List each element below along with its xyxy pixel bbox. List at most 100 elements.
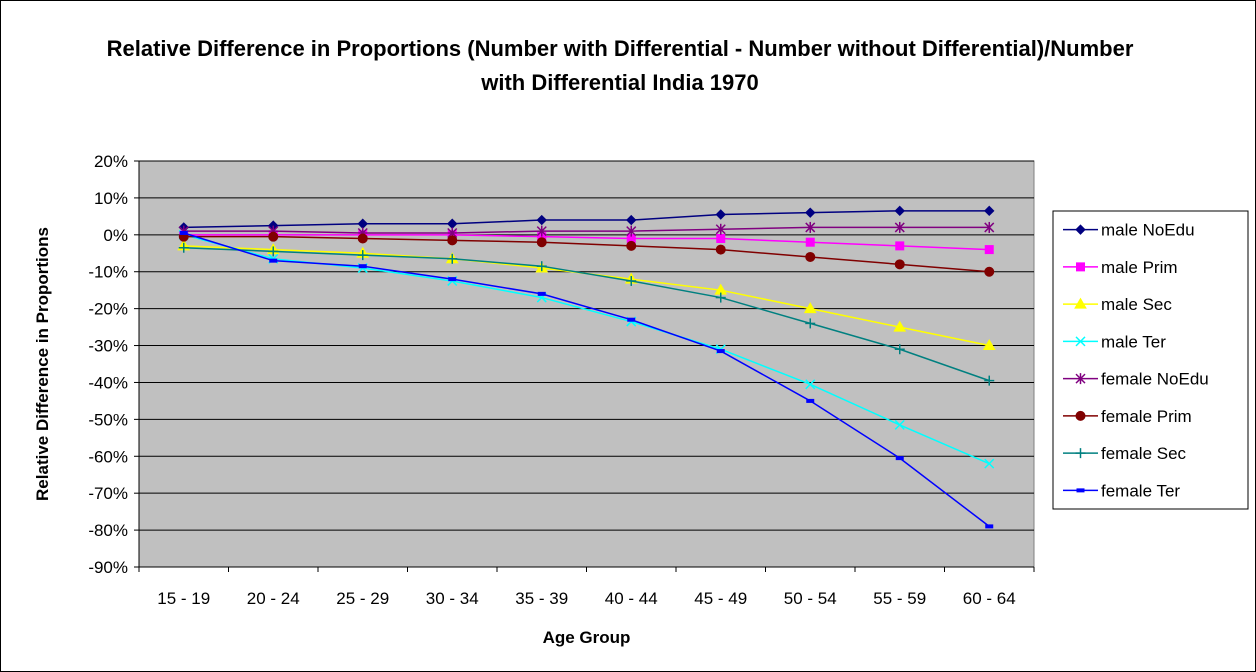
- data-point-female-ter: [985, 524, 994, 529]
- data-point-male-noedu: [984, 205, 995, 217]
- x-tick-label: 30 - 34: [426, 589, 479, 608]
- legend-marker: [1075, 224, 1086, 235]
- data-point-female-prim: [536, 237, 547, 248]
- x-tick-label: 45 - 49: [694, 589, 747, 608]
- series-line-female-ter: [183, 232, 990, 527]
- legend-label: female Prim: [1101, 407, 1192, 426]
- legend-item-female-sec: female Sec: [1063, 444, 1187, 463]
- data-point-female-prim: [984, 266, 995, 277]
- y-tick-label: -20%: [88, 300, 128, 319]
- data-point-male-sec: [893, 320, 907, 332]
- data-point-male-noedu: [715, 209, 726, 220]
- y-tick-label: -60%: [88, 447, 128, 466]
- data-point-female-sec: [447, 253, 458, 264]
- series-line-female-prim: [183, 235, 990, 273]
- data-point-male-ter: [894, 419, 905, 430]
- legend-label: female NoEdu: [1101, 370, 1209, 389]
- data-point-female-ter: [627, 317, 636, 322]
- data-point-female-sec: [894, 344, 905, 355]
- data-point-female-ter: [806, 398, 815, 403]
- plot-area: [138, 160, 1035, 568]
- legend-item-male-noedu: male NoEdu: [1063, 221, 1195, 240]
- data-point-female-sec: [984, 375, 995, 386]
- x-tick-label: 50 - 54: [784, 589, 837, 608]
- chart-title: Relative Difference in Proportions (Numb…: [106, 36, 1134, 95]
- x-axis-title: Age Group: [543, 628, 631, 647]
- legend-item-male-sec: male Sec: [1063, 295, 1172, 314]
- data-point-male-ter: [805, 379, 816, 390]
- data-point-male-noedu: [805, 207, 816, 218]
- series-line-female-sec: [183, 246, 990, 382]
- data-point-female-sec: [626, 275, 637, 286]
- data-point-female-sec: [536, 261, 547, 272]
- data-point-female-noedu: [984, 221, 995, 233]
- legend-item-female-prim: female Prim: [1063, 407, 1192, 426]
- x-tick-label: 25 - 29: [336, 589, 389, 608]
- legend-item-male-prim: male Prim: [1063, 258, 1178, 277]
- series-female-ter: [179, 230, 994, 529]
- data-point-female-sec: [357, 250, 368, 261]
- data-point-male-noedu: [626, 214, 637, 226]
- x-tick-label: 55 - 59: [873, 589, 926, 608]
- data-point-female-ter: [358, 264, 367, 269]
- series-female-prim: [178, 231, 995, 277]
- data-point-female-prim: [805, 251, 816, 262]
- legend-label: male NoEdu: [1101, 221, 1195, 240]
- series-line-male-prim: [183, 234, 990, 251]
- data-point-female-prim: [715, 244, 726, 255]
- series-line-male-noedu: [183, 210, 990, 229]
- data-point-male-prim: [984, 245, 994, 255]
- data-point-female-prim: [894, 259, 905, 270]
- data-point-male-noedu: [894, 205, 905, 217]
- y-tick-label: -50%: [88, 410, 128, 429]
- legend-marker: [1076, 262, 1085, 272]
- data-point-female-ter: [269, 258, 278, 263]
- data-point-male-prim: [895, 241, 905, 251]
- data-point-female-ter: [895, 456, 904, 461]
- data-point-female-ter: [716, 349, 725, 354]
- data-point-female-noedu: [805, 221, 816, 233]
- legend-marker: [1075, 336, 1086, 347]
- data-point-female-ter: [179, 230, 188, 235]
- legend-marker: [1075, 373, 1086, 385]
- legend-label: male Sec: [1101, 295, 1172, 314]
- x-tick-label: 20 - 24: [247, 589, 300, 608]
- y-tick-label: -80%: [88, 521, 128, 540]
- data-point-female-sec: [178, 242, 189, 253]
- series-female-sec: [178, 242, 995, 386]
- data-point-female-sec: [715, 292, 726, 303]
- y-tick-label: -30%: [88, 337, 128, 356]
- series-line-female-noedu: [183, 226, 990, 234]
- y-tick-label: -40%: [88, 373, 128, 392]
- data-point-male-ter: [984, 458, 995, 469]
- y-tick-label: -90%: [88, 558, 128, 577]
- legend-marker: [1074, 297, 1087, 309]
- x-tick-label: 60 - 64: [963, 589, 1016, 608]
- x-tick-label: 35 - 39: [515, 589, 568, 608]
- data-point-female-prim: [626, 240, 637, 251]
- legend-label: male Prim: [1101, 258, 1178, 277]
- data-point-female-noedu: [626, 225, 637, 237]
- data-point-male-prim: [805, 237, 815, 247]
- data-point-male-sec: [982, 339, 996, 351]
- y-axis-title: Relative Difference in Proportions: [33, 227, 52, 501]
- data-point-female-noedu: [536, 225, 547, 237]
- legend-marker: [1075, 410, 1086, 421]
- data-point-female-prim: [447, 235, 458, 246]
- data-point-female-ter: [448, 277, 457, 282]
- legend-item-female-noedu: female NoEdu: [1063, 370, 1209, 389]
- legend-box: [1052, 210, 1249, 510]
- data-point-female-noedu: [894, 221, 905, 233]
- legend-item-female-ter: female Ter: [1063, 481, 1180, 500]
- data-point-male-noedu: [536, 214, 547, 226]
- data-point-female-prim: [268, 231, 279, 242]
- y-tick-label: 20%: [94, 152, 128, 171]
- y-tick-label: -10%: [88, 263, 128, 282]
- y-tick-label: 10%: [94, 189, 128, 208]
- data-point-female-prim: [357, 233, 368, 244]
- data-point-female-sec: [268, 246, 279, 257]
- legend-item-male-ter: male Ter: [1063, 332, 1166, 351]
- data-point-female-ter: [537, 291, 546, 296]
- y-tick-label: 0%: [103, 226, 128, 245]
